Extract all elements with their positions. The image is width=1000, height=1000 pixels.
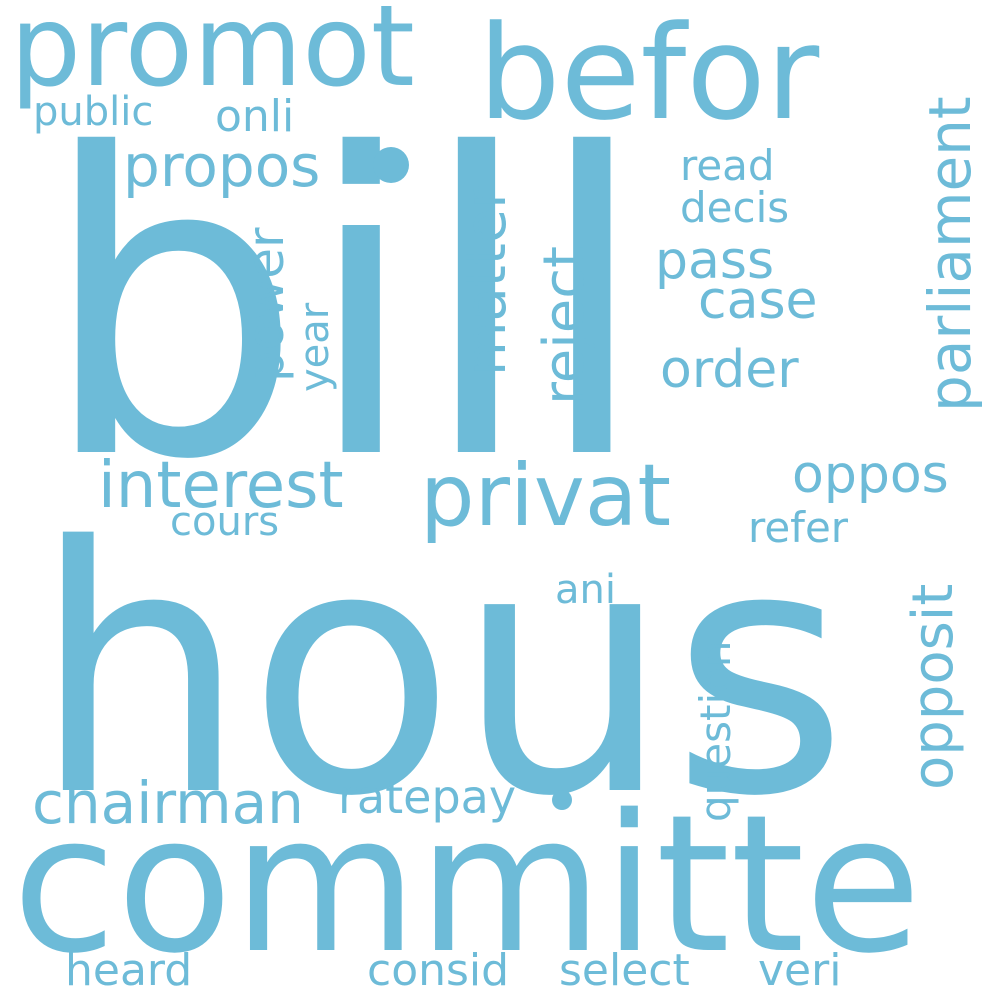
word-consid: consid <box>367 945 509 996</box>
word-propos: propos <box>123 132 320 200</box>
word-promot: promot <box>10 0 415 112</box>
word-onli: onli <box>215 91 294 142</box>
word-year: year <box>292 302 338 392</box>
word-hous: hous <box>32 475 848 871</box>
word-read: read <box>680 141 775 190</box>
word-heard: heard <box>65 945 192 996</box>
word-bill: bill <box>40 67 649 550</box>
word-cours: cours <box>170 499 279 545</box>
word-parliament: parliament <box>916 96 984 412</box>
word-oppos: oppos <box>792 445 949 505</box>
word-ani: ani <box>555 567 616 613</box>
word-decis: decis <box>680 183 789 232</box>
word-refer: refer <box>748 503 849 552</box>
word-befor: befor <box>478 0 820 149</box>
word-veri: veri <box>758 945 841 996</box>
word-public: public <box>33 89 153 135</box>
word-interest: interest <box>98 449 344 523</box>
decorative-dot <box>373 147 409 183</box>
word-opposit: opposit <box>901 584 966 790</box>
word-privat: privat <box>420 446 671 546</box>
decorative-dot <box>552 790 572 810</box>
word-committe: committe <box>12 774 922 995</box>
word-select: select <box>559 945 690 996</box>
word-chairman: chairman <box>32 769 304 837</box>
word-question: question <box>691 641 740 822</box>
word-reject: reject <box>532 246 597 405</box>
word-ratepay: ratepay <box>338 770 516 824</box>
word-pass: pass <box>655 231 774 291</box>
word-matter: matter <box>454 185 519 376</box>
word-order: order <box>660 340 799 400</box>
word-power: power <box>237 227 295 382</box>
word-case: case <box>698 271 818 331</box>
